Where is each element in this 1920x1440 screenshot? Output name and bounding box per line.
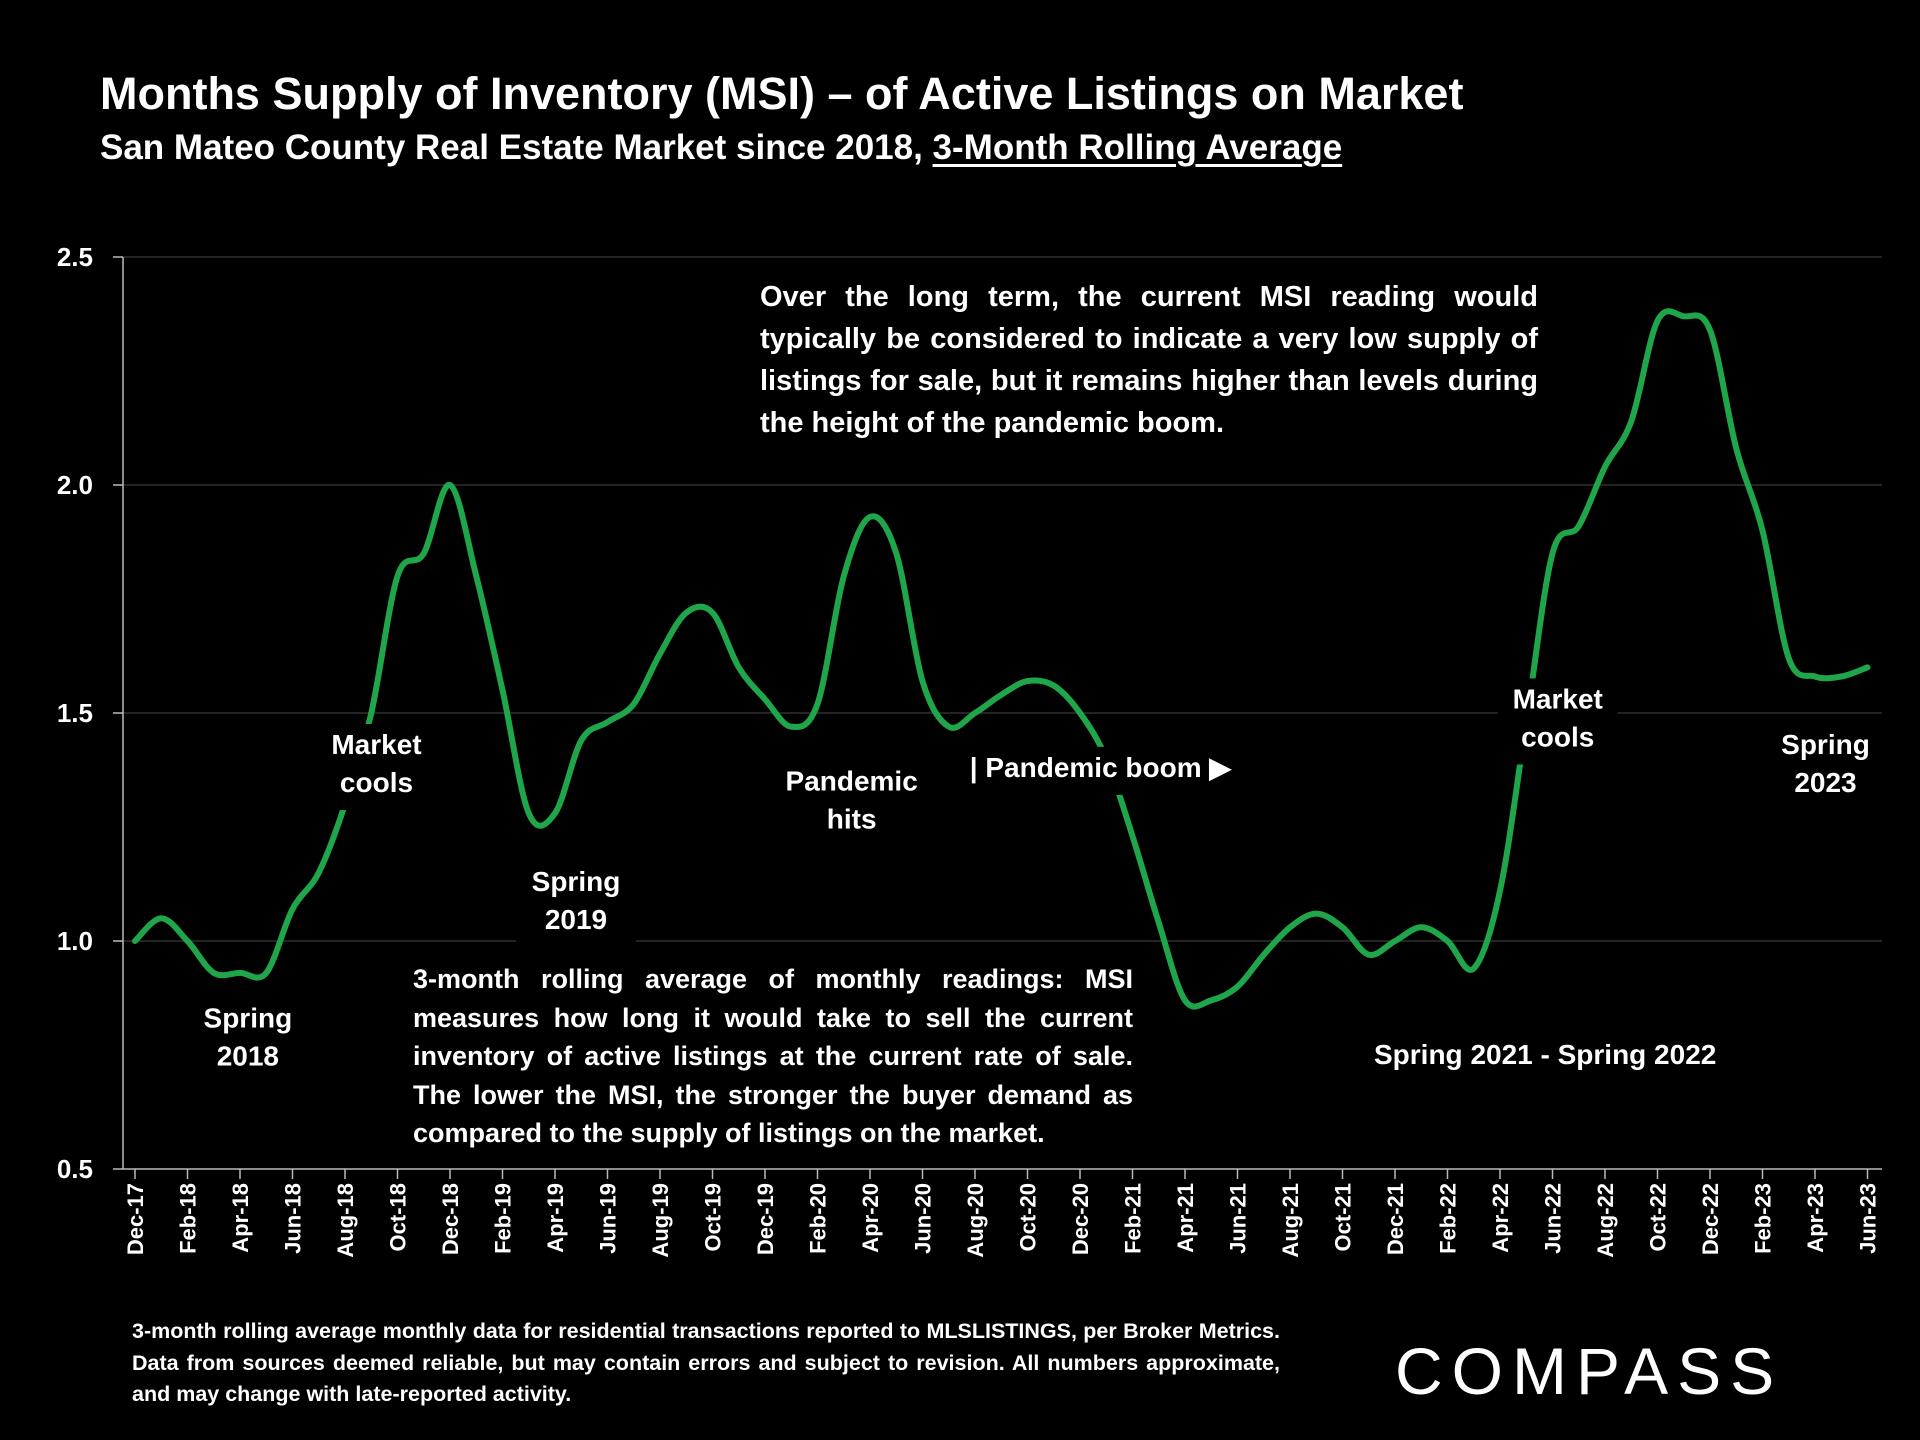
subtitle-underlined: 3-Month Rolling Average [932, 128, 1343, 167]
annotation-text: Spring 2021 - Spring 2022 [1374, 1039, 1716, 1070]
annotation-backing [516, 860, 636, 947]
subtitle-prefix: San Mateo County Real Estate Market sinc… [100, 128, 933, 167]
annotation-text: | Pandemic boom ▶ [970, 752, 1233, 783]
x-tick-label: Dec-21 [1383, 1183, 1408, 1255]
note-middle: 3-month rolling average of monthly readi… [413, 964, 1133, 1148]
x-tick-label: Apr-19 [543, 1183, 568, 1253]
annotation-backing [1765, 724, 1886, 811]
chart-subtitle: San Mateo County Real Estate Market sinc… [100, 128, 1342, 168]
x-tick-label: Feb-18 [176, 1183, 201, 1254]
gridlines [123, 256, 1882, 942]
x-tick-label: Dec-18 [438, 1183, 463, 1255]
x-tick-label: Aug-20 [963, 1183, 988, 1258]
annotation-label: Market cools [316, 724, 437, 811]
series-group [132, 308, 1871, 1010]
annotation-text: 2023 [1794, 767, 1856, 798]
annotation-label: Spring 2019 [516, 860, 636, 947]
annotation-label: Spring 2018 [187, 997, 308, 1084]
x-tick-label: Jun-22 [1541, 1183, 1566, 1254]
compass-logo: COMPASS [1395, 1334, 1784, 1408]
annotation-text: Spring [1781, 729, 1870, 760]
x-tick-label: Apr-23 [1803, 1183, 1828, 1253]
x-tick-label: Jun-20 [911, 1183, 936, 1254]
y-tick-label: 2.0 [57, 470, 93, 500]
x-tick-label: Feb-21 [1121, 1183, 1146, 1254]
x-tick-label: Aug-22 [1593, 1183, 1618, 1258]
x-tick-label: Jun-23 [1856, 1183, 1881, 1254]
annotation-text: hits [827, 804, 877, 835]
annotation-backing [1497, 678, 1618, 765]
x-tick-label: Jun-18 [281, 1183, 306, 1254]
x-tick-labels: Dec-17 Feb-18 Apr-18 Jun-18 Aug-18 Oct-18 Dec-… [123, 1183, 1881, 1258]
x-tick-label: Feb-20 [806, 1183, 831, 1254]
x-tick-label: Jun-21 [1226, 1183, 1251, 1254]
x-tick-label: Feb-22 [1436, 1183, 1461, 1254]
x-tick-label: Dec-20 [1068, 1183, 1093, 1255]
x-tick-label: Feb-23 [1751, 1183, 1776, 1254]
x-tick-label: Oct-18 [386, 1183, 411, 1251]
x-tick-label: Dec-17 [123, 1183, 148, 1255]
annotation-label: Market cools [1497, 678, 1618, 765]
annotation-backing [1366, 1034, 1790, 1083]
x-tick-label: Oct-20 [1016, 1183, 1041, 1251]
annotation-label: | Pandemic boom ▶ [961, 746, 1258, 795]
x-tick-label: Dec-22 [1698, 1183, 1723, 1255]
series-line-msi [132, 308, 1871, 1010]
annotation-backing [187, 997, 308, 1084]
axes [113, 256, 1882, 1179]
x-tick-label: Aug-18 [333, 1183, 358, 1258]
x-tick-label: Aug-21 [1278, 1183, 1303, 1258]
x-tick-label: Oct-19 [701, 1183, 726, 1251]
y-tick-label: 0.5 [57, 1154, 93, 1184]
x-tick-label: Jun-19 [596, 1183, 621, 1254]
x-tick-label: Oct-22 [1646, 1183, 1671, 1251]
annotation-backing [316, 724, 437, 811]
annotation-backing [961, 746, 1258, 795]
annotation-label: Spring 2021 - Spring 2022 [1366, 1034, 1790, 1083]
annotation-text: cools [340, 767, 413, 798]
annotation-text: 2018 [217, 1041, 279, 1072]
y-tick-label: 2.5 [57, 242, 93, 272]
y-tick-label: 1.0 [57, 926, 93, 956]
x-tick-label: Oct-21 [1331, 1183, 1356, 1251]
annotation-text: 2019 [545, 904, 607, 935]
x-tick-label: Apr-20 [858, 1183, 883, 1253]
annotations: Spring 2018 Market cools Spring 2019 Pandemic h… [187, 678, 1886, 1084]
annotation-text: Spring [204, 1003, 293, 1034]
x-tick-label: Apr-22 [1488, 1183, 1513, 1253]
annotation-backing [775, 760, 928, 847]
x-tick-label: Feb-19 [491, 1183, 516, 1254]
x-tick-label: Apr-21 [1173, 1183, 1198, 1253]
x-tick-label: Apr-18 [228, 1183, 253, 1253]
chart-title: Months Supply of Inventory (MSI) – of Ac… [100, 68, 1464, 119]
annotation-text: cools [1521, 721, 1594, 752]
y-tick-labels: 0.5 1.0 1.5 2.0 2.5 [57, 242, 93, 1184]
annotation-label: Spring 2023 [1765, 724, 1886, 811]
annotation-text: Spring [532, 866, 621, 897]
annotation-text: Market [331, 729, 421, 760]
x-tick-label: Dec-19 [753, 1183, 778, 1255]
y-tick-label: 1.5 [57, 698, 93, 728]
annotation-text: Pandemic [785, 766, 917, 797]
footnote: 3-month rolling average monthly data for… [132, 1319, 1280, 1406]
x-tick-label: Aug-19 [648, 1183, 673, 1258]
note-top: Over the long term, the current MSI read… [760, 281, 1538, 439]
annotation-text: Market [1513, 683, 1603, 714]
annotation-label: Pandemic hits [775, 760, 928, 847]
